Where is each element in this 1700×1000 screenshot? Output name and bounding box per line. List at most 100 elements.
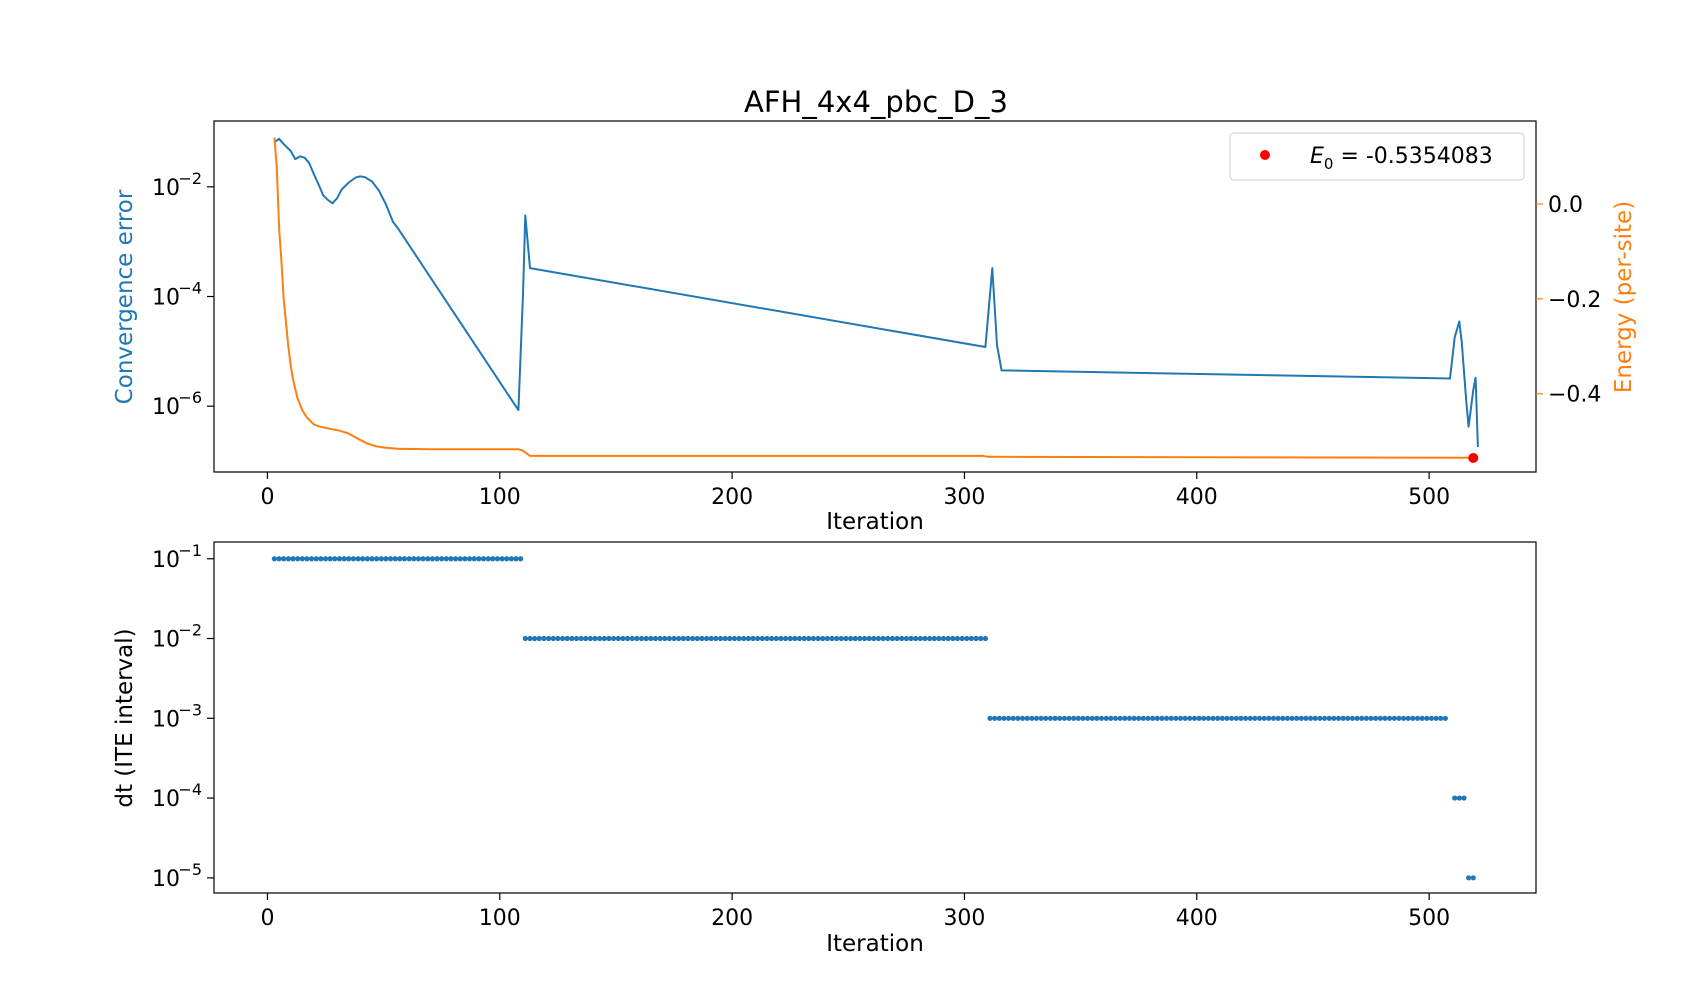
dt-point — [471, 556, 477, 562]
dt-point — [364, 556, 370, 562]
top-y-right-tick-label: −0.2 — [1548, 288, 1601, 313]
dt-point — [1029, 715, 1035, 721]
dt-point — [959, 635, 965, 642]
dt-point — [1126, 715, 1133, 721]
dt-point — [629, 635, 635, 642]
dt-point — [1075, 715, 1081, 721]
dt-point — [685, 635, 691, 642]
dt-point — [490, 556, 496, 562]
dt-point — [1043, 715, 1049, 721]
top-y-axis-right-label: Energy (per-site) — [1611, 201, 1637, 393]
dt-point — [1335, 715, 1342, 721]
dt-point — [369, 556, 375, 562]
dt-point — [1136, 715, 1142, 721]
dt-point — [555, 635, 561, 642]
dt-point — [973, 635, 979, 642]
dt-point — [308, 556, 315, 562]
dt-point — [713, 635, 719, 642]
dt-point — [755, 635, 761, 642]
dt-point — [940, 635, 947, 642]
dt-point — [1080, 715, 1086, 721]
dt-point — [480, 556, 487, 562]
dt-point — [699, 635, 705, 642]
dt-point — [694, 635, 700, 642]
bottom-y-tick-label: 10 — [152, 548, 180, 573]
dt-point — [1201, 715, 1207, 721]
dt-point — [1019, 715, 1026, 721]
dt-point — [861, 635, 868, 642]
dt-point — [1424, 715, 1430, 721]
dt-point — [764, 635, 770, 642]
dt-point — [1010, 715, 1016, 721]
dt-point — [397, 556, 403, 562]
dt-point — [1238, 715, 1244, 721]
legend-label: E0 = -0.5354083 — [1310, 144, 1493, 173]
dt-point — [457, 556, 463, 562]
dt-point — [834, 635, 840, 642]
dt-point — [1233, 715, 1239, 721]
dt-point — [982, 635, 988, 642]
top-y-right-tick-label: 0.0 — [1548, 193, 1583, 218]
dt-point — [885, 635, 891, 642]
bottom-x-tick-label: 300 — [943, 906, 985, 931]
dt-point — [778, 635, 784, 642]
dt-point — [443, 556, 449, 562]
dt-point — [708, 635, 714, 642]
dt-point — [1057, 715, 1063, 721]
dt-point — [615, 635, 621, 642]
dt-point — [741, 635, 747, 642]
bottom-chart: 0 100 200 300 400 500 10−110−210−310−410−5 It… — [112, 541, 1537, 957]
dt-point — [1154, 715, 1160, 721]
dt-point — [1382, 715, 1388, 721]
top-x-axis: 0 100 200 300 400 500 — [260, 472, 1450, 510]
dt-point — [1396, 715, 1402, 721]
dt-point — [1261, 715, 1267, 721]
dt-point — [1266, 715, 1272, 721]
dt-point — [1205, 715, 1212, 721]
dt-point — [815, 635, 821, 642]
dt-point — [889, 635, 896, 642]
dt-point — [406, 556, 412, 562]
dt-point — [917, 635, 923, 642]
dt-point — [903, 635, 909, 642]
dt-point — [936, 635, 942, 642]
dt-point — [313, 556, 319, 562]
dt-point — [420, 556, 426, 562]
dt-point — [559, 635, 566, 642]
dt-point — [513, 556, 519, 562]
dt-point — [1326, 715, 1332, 721]
dt-point — [1256, 715, 1263, 721]
dt-point — [643, 635, 649, 642]
top-y-tick-exponent: −4 — [178, 279, 202, 298]
dt-point — [327, 556, 333, 562]
dt-point — [1456, 795, 1462, 801]
dt-point — [1270, 715, 1277, 721]
dt-point — [1391, 715, 1397, 721]
dt-point — [1242, 715, 1249, 721]
dt-point — [1461, 795, 1467, 801]
dt-point — [773, 635, 779, 642]
dt-point — [1210, 715, 1216, 721]
dt-point — [522, 635, 528, 642]
dt-point — [880, 635, 886, 642]
dt-point — [285, 556, 291, 562]
dt-point — [1122, 715, 1128, 721]
dt-point — [759, 635, 765, 642]
top-y-tick-label: 10 — [152, 395, 180, 420]
dt-point — [336, 556, 343, 562]
dt-point — [476, 556, 482, 562]
dt-point — [1177, 715, 1184, 721]
top-x-tick-label: 200 — [711, 485, 753, 510]
top-x-tick-label: 0 — [260, 485, 274, 510]
dt-point — [894, 635, 900, 642]
bottom-y-tick-label: 10 — [152, 707, 180, 732]
legend-marker — [1260, 150, 1270, 160]
top-x-tick-label: 300 — [943, 485, 985, 510]
dt-point — [1345, 715, 1351, 721]
dt-point — [1433, 715, 1439, 721]
dt-point — [657, 635, 663, 642]
dt-point — [634, 635, 640, 642]
dt-point — [950, 635, 956, 642]
dt-point — [271, 556, 278, 562]
top-y-axis-right: 0.0 −0.2 −0.4 — [1536, 193, 1601, 408]
